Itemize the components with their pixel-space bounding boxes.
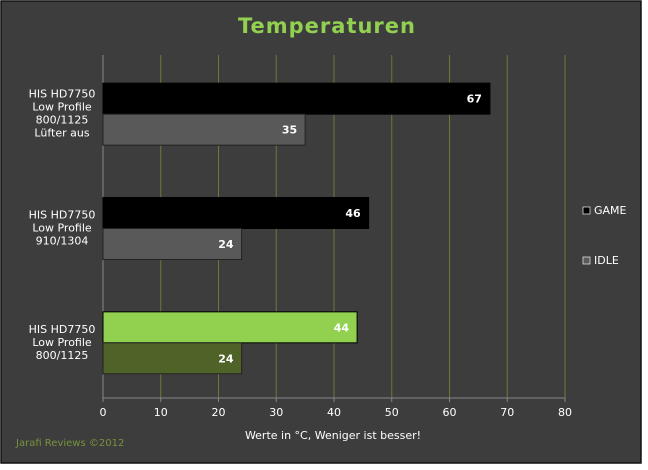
bar [102, 311, 358, 344]
value-label: 35 [282, 124, 297, 137]
y-tick-label: HIS HD7750 Low Profile 800/1125 Lüfter aus [29, 88, 96, 140]
legend-label: IDLE [594, 254, 619, 267]
x-tick-label: 20 [212, 406, 226, 419]
legend-swatch [582, 256, 591, 265]
value-label: 46 [345, 207, 361, 220]
x-tick-label: 70 [500, 406, 514, 419]
bar [102, 228, 243, 260]
x-tick-label: 10 [154, 406, 168, 419]
bar [102, 82, 491, 115]
value-label: 24 [218, 238, 234, 251]
bar [102, 342, 243, 375]
x-tick-label: 50 [385, 406, 399, 419]
bar [102, 197, 370, 229]
x-tick-label: 0 [100, 406, 107, 419]
chart-background [0, 0, 642, 464]
legend-label: GAME [594, 204, 627, 217]
x-tick-label: 60 [443, 406, 457, 419]
value-label: 24 [218, 352, 234, 365]
footer: Jarafi Reviews ©2012 [15, 438, 124, 449]
y-tick-label: HIS HD7750 Low Profile 910/1304 [29, 209, 96, 248]
value-label: 67 [467, 93, 482, 106]
chart-title: Temperaturen [238, 14, 416, 38]
y-tick-label: HIS HD7750 Low Profile 800/1125 [29, 323, 96, 362]
legend-swatch [582, 206, 591, 215]
x-tick-label: 80 [558, 406, 572, 419]
x-tick-label: 40 [327, 406, 341, 419]
x-axis-label: Werte in °C, Weniger ist besser! [245, 429, 421, 442]
value-label: 44 [334, 321, 350, 334]
x-tick-label: 30 [269, 406, 283, 419]
bar [102, 113, 306, 146]
